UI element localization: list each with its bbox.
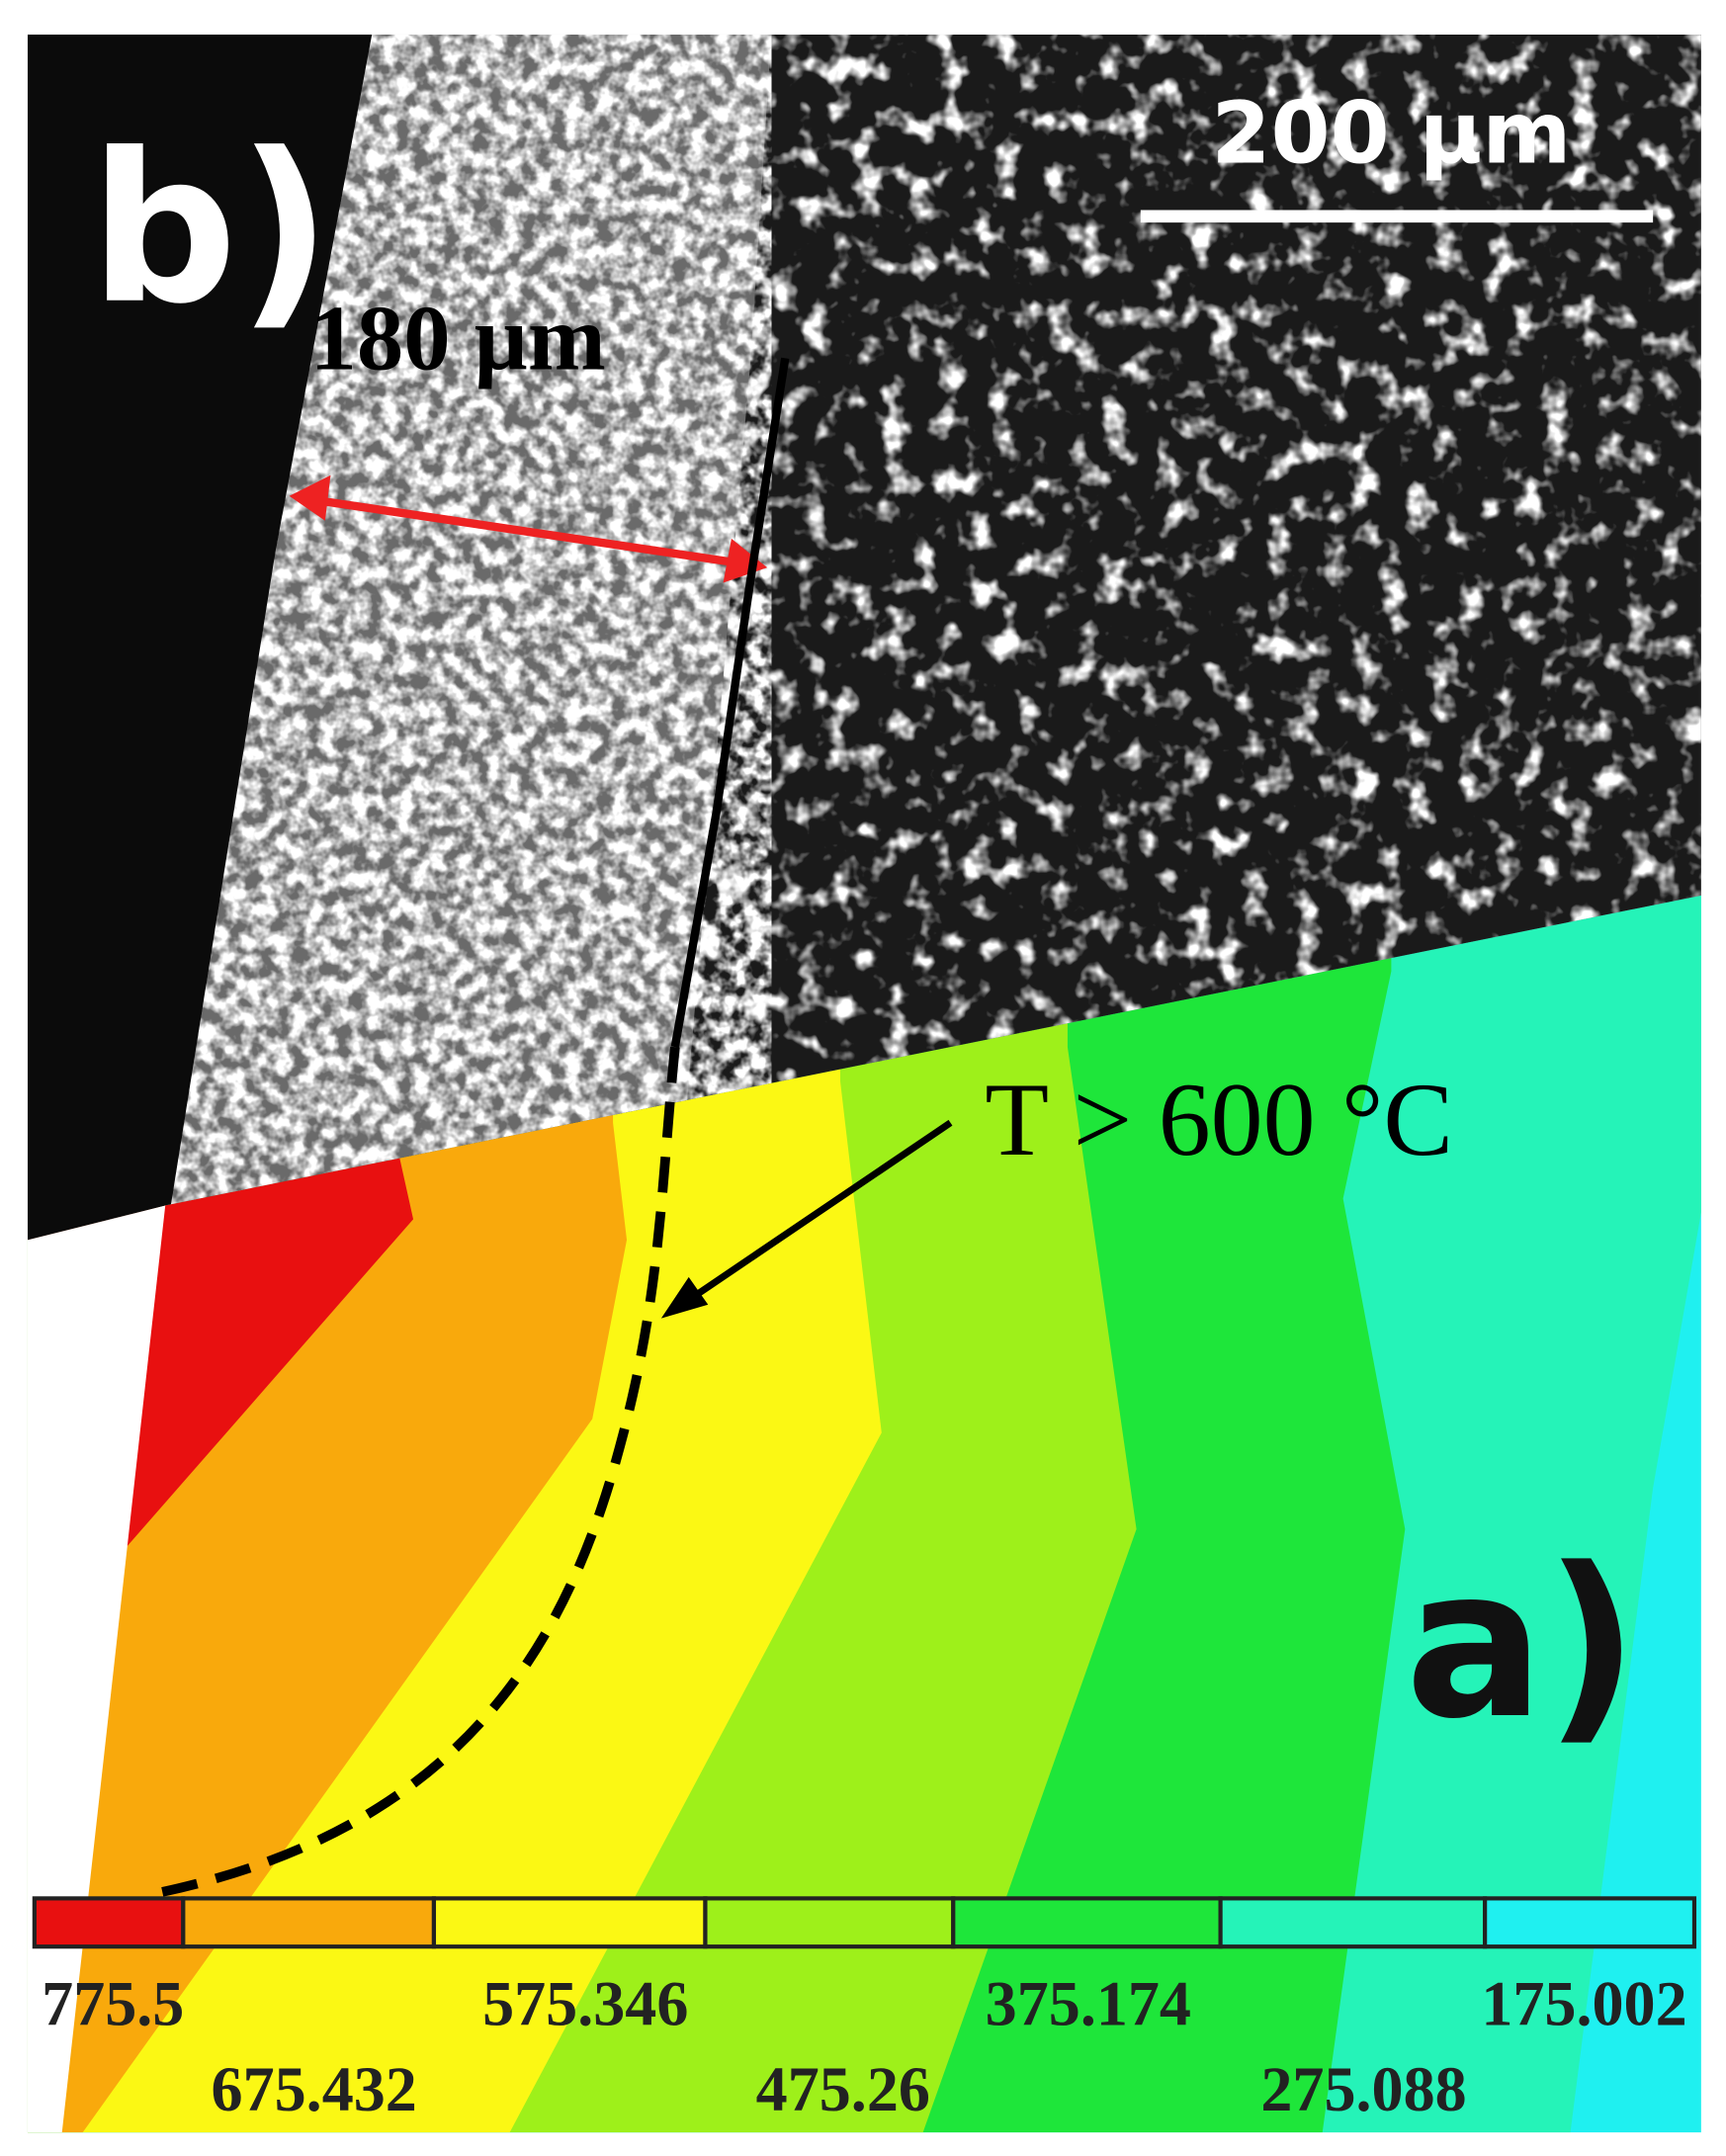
panel-label: b) — [90, 110, 332, 350]
scale-bar-label: 200 µm — [1211, 84, 1571, 183]
colorbar-segment — [32, 1896, 186, 1949]
arrow-head — [660, 1276, 709, 1319]
width-label: 180 µm — [310, 287, 606, 389]
colorbar-segment — [431, 1896, 708, 1949]
colorbar-label: 275.088 — [1260, 2054, 1466, 2124]
colorbar-segment — [703, 1896, 956, 1949]
colorbar-label: 375.174 — [986, 1969, 1191, 2039]
annotation: T > 600 °C — [985, 1062, 1453, 1177]
width-arrow — [304, 494, 752, 569]
boundary-line — [670, 357, 790, 1048]
colorbar-segment — [1483, 1896, 1697, 1949]
colorbar-segment — [951, 1896, 1223, 1949]
arrow-head — [723, 538, 768, 583]
arrow-head — [289, 474, 331, 521]
annotation-arrow — [683, 1119, 953, 1305]
temperature-contour — [27, 895, 1701, 2133]
isotherm-600 — [150, 1046, 680, 1899]
colorbar-label: 575.346 — [482, 1969, 688, 2039]
colorbar-segment — [181, 1896, 437, 1949]
colorbar-label: 675.432 — [212, 2054, 417, 2124]
panel-label: a) — [1405, 1524, 1639, 1765]
colorbar-label: 775.5 — [42, 1969, 184, 2039]
colorbar-label: 175.002 — [1481, 1969, 1686, 2039]
colorbar-label: 475.26 — [756, 2054, 930, 2124]
colorbar-segment — [1218, 1896, 1488, 1949]
colorbar — [32, 1896, 1697, 1949]
